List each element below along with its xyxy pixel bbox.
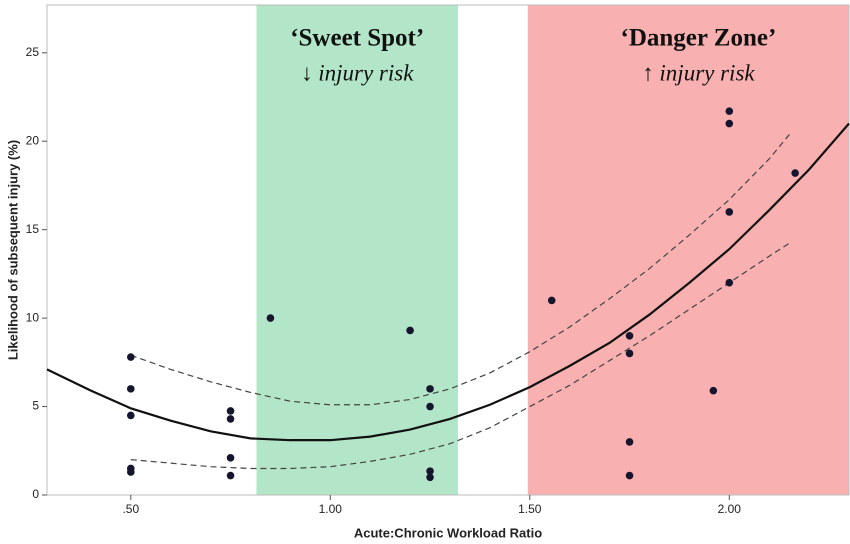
point <box>625 349 634 358</box>
region-label: ‘Danger Zone’ <box>621 25 777 52</box>
fit-line <box>46 122 850 442</box>
point <box>625 331 634 340</box>
x-axis-title: Acute:Chronic Workload Ratio <box>354 525 542 540</box>
point <box>426 385 434 393</box>
point <box>725 107 734 115</box>
y-axis-title: Likelihood of subsequent injury (%) <box>5 140 20 360</box>
region-sublabel: ↑ injury risk <box>642 60 755 85</box>
region <box>527 5 849 495</box>
point <box>709 386 718 395</box>
point <box>126 411 135 420</box>
region-sublabel: ↓ injury risk <box>301 60 414 85</box>
point <box>226 471 235 480</box>
point <box>725 278 734 287</box>
x-tick-label: 1.50 <box>518 502 542 516</box>
point <box>226 415 235 423</box>
point <box>426 467 434 475</box>
y-tick-label: 15 <box>26 222 40 236</box>
point <box>266 314 275 322</box>
point <box>725 119 734 128</box>
region <box>256 5 458 495</box>
point <box>406 326 414 335</box>
ci-upper-line <box>130 131 792 406</box>
region-label: ‘Sweet Spot’ <box>290 25 424 52</box>
plot-frame <box>46 4 850 496</box>
point <box>126 468 135 476</box>
x-tick-label: 2.00 <box>718 502 742 516</box>
point <box>126 353 135 361</box>
point <box>625 471 634 480</box>
point <box>126 385 135 393</box>
point <box>426 473 434 482</box>
point <box>226 454 235 462</box>
point <box>725 208 734 216</box>
ci-lower-line <box>130 241 792 470</box>
y-tick-label: 25 <box>26 45 40 59</box>
point <box>226 407 235 415</box>
x-tick-label: 1.00 <box>319 502 343 516</box>
point <box>625 438 634 446</box>
y-tick-label: 0 <box>32 487 39 501</box>
x-tick-label: .50 <box>122 502 139 516</box>
point <box>547 296 556 305</box>
point <box>426 402 434 411</box>
y-tick-label: 20 <box>26 133 40 147</box>
y-tick-label: 10 <box>26 310 40 324</box>
point <box>791 169 799 177</box>
y-tick-label: 5 <box>32 399 39 413</box>
